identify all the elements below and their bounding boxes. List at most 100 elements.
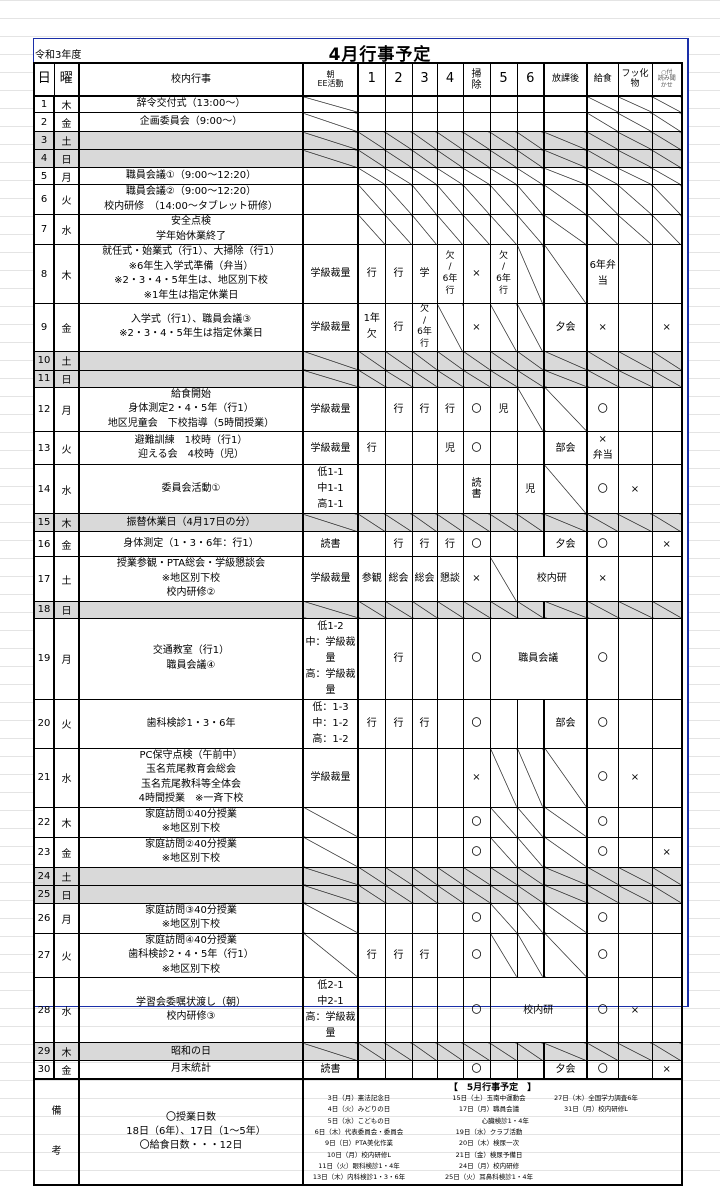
col-morning-cell-slash <box>302 902 359 934</box>
col-period-4-cell <box>436 617 464 700</box>
col-fluoride-cell-slash <box>617 95 653 113</box>
col-lunch-cell: × <box>586 303 619 352</box>
col-period-2-cell <box>384 95 413 113</box>
col-period-1-cell <box>357 836 386 868</box>
empty-cell-slash <box>302 866 359 886</box>
empty-cell-slash <box>384 513 413 533</box>
empty-cell-slash <box>357 866 386 886</box>
empty-cell-slash <box>651 369 683 388</box>
col-period-1-cell: 行 <box>357 431 386 466</box>
empty-cell-slash <box>516 1042 545 1062</box>
empty-cell-slash <box>302 1042 359 1062</box>
empty-cell-slash <box>543 369 588 388</box>
col-period-3-cell <box>411 836 438 868</box>
col-period-1-cell <box>357 747 386 808</box>
weekday: 月 <box>53 617 80 700</box>
empty-cell-slash <box>357 600 386 619</box>
may-schedule-column: 3日（月）憲法記念日 4日（火）みどりの日 5日（水）こどもの日 6日（木）代表… <box>312 1093 406 1182</box>
col-lunch-cell: 〇 <box>586 531 619 558</box>
col-after-school-cell-slash <box>543 747 588 808</box>
empty-cell-slash <box>516 884 545 904</box>
empty-cell-slash <box>384 1042 413 1062</box>
empty-cell-slash <box>543 350 588 371</box>
col-period-3-cell <box>411 902 438 934</box>
col-period-3-cell <box>411 464 438 515</box>
day-row: 11 日 <box>33 369 683 388</box>
col-after-school-cell-slash <box>543 386 588 433</box>
col-reading-cell: × <box>651 531 683 558</box>
weekday: 水 <box>53 977 80 1044</box>
empty-cell-slash <box>516 866 545 886</box>
col-period-5-cell <box>489 531 518 558</box>
col-morning-cell: 学級裁量 <box>302 303 359 352</box>
empty-cell-slash <box>384 884 413 904</box>
col-period-5-cell-slash <box>489 303 518 352</box>
col-after-school-cell: 夕会 <box>543 1060 588 1080</box>
day-number: 3 <box>33 131 55 150</box>
empty-cell-slash <box>436 369 464 388</box>
day-row: 5 月職員会議①（9:00〜12:20） <box>33 167 683 185</box>
col-period-2-cell <box>384 977 413 1044</box>
weekday: 木 <box>53 806 80 838</box>
day-row: 21 水 PC保守点検（午前中） 玉名荒尾教育会総会 玉名荒尾教科等全体会 4時間授… <box>33 747 683 808</box>
empty-cell-slash <box>411 513 438 533</box>
col-morning-cell: 学級裁量 <box>302 244 359 304</box>
event-text <box>78 600 304 619</box>
day-number: 11 <box>33 369 55 388</box>
empty-cell-slash <box>462 600 491 619</box>
empty-cell-slash <box>617 884 653 904</box>
weekday: 土 <box>53 131 80 150</box>
empty-cell-slash <box>302 600 359 619</box>
day-number: 26 <box>33 902 55 934</box>
col-period-3-cell: 総会 <box>411 556 438 602</box>
empty-cell-slash <box>357 149 386 168</box>
col-cleaning-cell: 〇 <box>462 932 491 979</box>
col-fluoride-cell <box>617 932 653 979</box>
event-text <box>78 884 304 904</box>
event-text: 辞令交付式（13:00〜） <box>78 95 304 113</box>
col-after-school-cell: 部会 <box>543 698 588 749</box>
empty-cell-slash <box>357 884 386 904</box>
col-morning-cell-slash <box>302 806 359 838</box>
col-period-3-cell <box>411 95 438 113</box>
col-period-5-cell-slash <box>489 806 518 838</box>
day-row: 23 金家庭訪問②40分授業 ※地区別下校 〇 〇 × <box>33 836 683 868</box>
col-period-3-cell: 行 <box>411 698 438 749</box>
day-number: 30 <box>33 1060 55 1080</box>
col-period-6-cell <box>516 698 545 749</box>
col-cleaning-cell: 〇 <box>462 806 491 838</box>
col-fluoride-cell: × <box>617 977 653 1044</box>
event-text <box>78 149 304 168</box>
col-morning-cell: 学級裁量 <box>302 556 359 602</box>
event-text: 就任式・始業式（行1）、大掃除（行1） ※6年生入学式準備（弁当） ※2・3・4… <box>78 244 304 304</box>
weekday: 金 <box>53 531 80 558</box>
empty-cell-slash <box>411 350 438 371</box>
col-reading-cell <box>651 431 683 466</box>
col-period-3-cell-slash <box>411 167 438 185</box>
day-number: 25 <box>33 884 55 904</box>
col-period-6-header: 6 <box>516 62 545 97</box>
col-lunch-header: 給食 <box>586 62 619 97</box>
col-period-2-cell <box>384 747 413 808</box>
weekday: 火 <box>53 932 80 979</box>
col-period-2-cell <box>384 464 413 515</box>
empty-cell-slash <box>516 513 545 533</box>
col-lunch-cell-slash <box>586 214 619 245</box>
col-period-1-cell <box>357 531 386 558</box>
weekday: 火 <box>53 431 80 466</box>
empty-cell-slash <box>436 866 464 886</box>
remarks-row: 備 考〇授業日数 18日（6年）、17日（1〜5年） 〇給食日数・・・12日【 … <box>33 1078 683 1186</box>
empty-cell-slash <box>489 600 518 619</box>
col-period-6-cell-slash <box>516 806 545 838</box>
day-number: 23 <box>33 836 55 868</box>
empty-cell-slash <box>586 350 619 371</box>
col-period-1-cell-slash <box>357 214 386 245</box>
col-cleaning-cell: 〇 <box>462 977 491 1044</box>
empty-cell-slash <box>436 149 464 168</box>
col-period-3-cell-slash <box>411 214 438 245</box>
empty-cell-slash <box>516 149 545 168</box>
col-period-4-cell <box>436 112 464 132</box>
col-cleaning-cell: 読 書 <box>462 464 491 515</box>
empty-cell-slash <box>586 131 619 150</box>
day-row: 22 木家庭訪問①40分授業 ※地区別下校 〇 〇 <box>33 806 683 838</box>
